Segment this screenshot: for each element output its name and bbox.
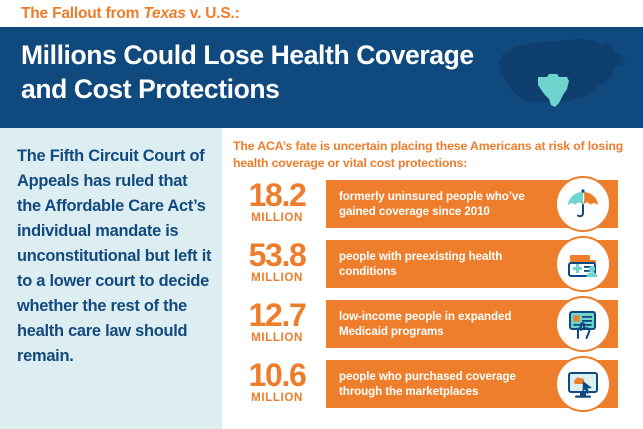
- page-title: Millions Could Lose Health Coverage and …: [21, 40, 474, 105]
- stat-number-block: 18.2 MILLION: [228, 177, 326, 225]
- stat-label: people with preexisting health condition…: [339, 249, 503, 278]
- stat-row: 10.6 MILLION people who purchased covera…: [222, 356, 643, 418]
- kicker-prefix: The Fallout from: [21, 4, 144, 22]
- stats-intro-text: The ACA’s fate is uncertain placing thes…: [233, 139, 624, 170]
- stat-label: formerly uninsured people who’ve gained …: [339, 189, 525, 218]
- stat-number: 12.7: [248, 297, 307, 333]
- left-column-panel: The Fifth Circuit Court of Appeals has r…: [0, 128, 222, 429]
- stat-icon-badge: [555, 236, 611, 292]
- stat-unit: MILLION: [251, 271, 303, 285]
- stat-unit: MILLION: [251, 331, 303, 345]
- insurance-card-icon: [569, 311, 596, 339]
- stat-number: 10.6: [248, 357, 307, 393]
- kicker-bar: The Fallout from Texas v. U.S.:: [0, 0, 643, 27]
- stat-number-block: 53.8 MILLION: [228, 237, 326, 285]
- right-column-panel: The ACA’s fate is uncertain placing thes…: [222, 128, 643, 429]
- ruling-summary-text: The Fifth Circuit Court of Appeals has r…: [17, 147, 212, 365]
- title-band: Millions Could Lose Health Coverage and …: [0, 27, 643, 128]
- stat-unit: MILLION: [251, 391, 303, 405]
- stat-row: 12.7 MILLION low-income people in expand…: [222, 296, 643, 358]
- us-map-icon: [499, 39, 625, 107]
- kicker-suffix: v. U.S.:: [185, 4, 240, 22]
- stat-number: 18.2: [248, 177, 307, 213]
- stat-label: people who purchased coverage through th…: [339, 369, 516, 398]
- kicker-headline: The Fallout from Texas v. U.S.:: [21, 5, 240, 23]
- stat-icon-badge: [555, 356, 611, 412]
- stat-row: 18.2 MILLION formerly uninsured people w…: [222, 176, 643, 238]
- stat-number: 53.8: [248, 237, 307, 273]
- stat-number-block: 10.6 MILLION: [228, 357, 326, 405]
- kicker-case-name: Texas: [143, 4, 186, 22]
- stat-icon-badge: [555, 296, 611, 352]
- computer-marketplace-icon: [568, 372, 598, 398]
- umbrella-icon: [568, 189, 598, 218]
- stat-unit: MILLION: [251, 211, 303, 225]
- stat-number-block: 12.7 MILLION: [228, 297, 326, 345]
- stat-row: 53.8 MILLION people with preexisting hea…: [222, 236, 643, 298]
- medical-records-icon: [568, 255, 598, 277]
- stat-label: low-income people in expanded Medicaid p…: [339, 309, 512, 338]
- stat-icon-badge: [555, 176, 611, 232]
